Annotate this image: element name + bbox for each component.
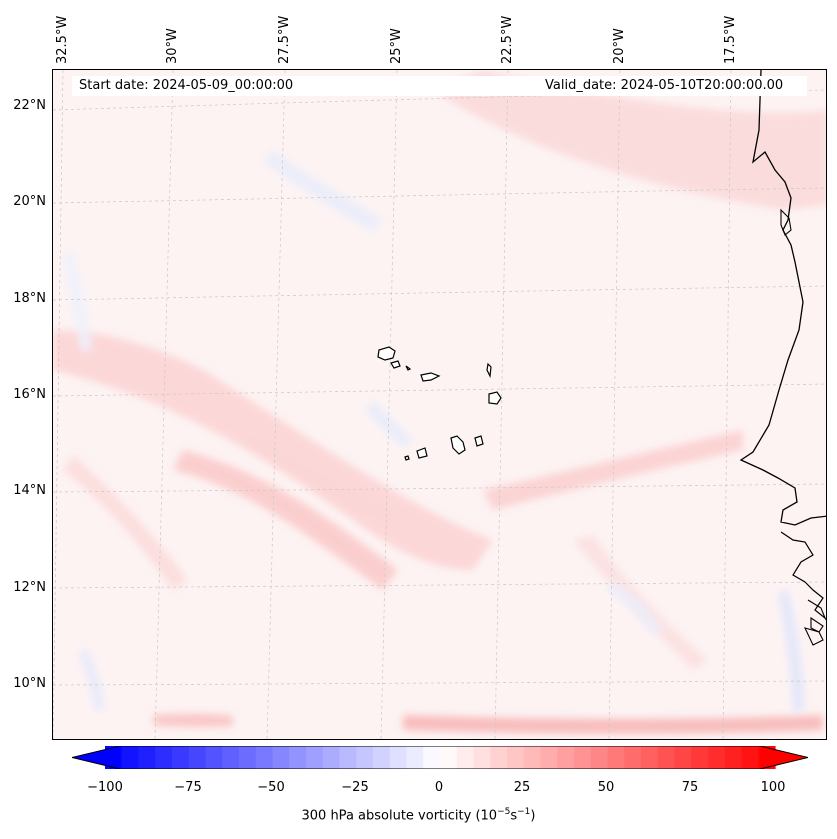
lon-label-17-5w: 17.5°W	[723, 15, 738, 64]
coast-detail-gambia	[780, 531, 826, 621]
colorbar-bin	[255, 746, 274, 769]
colorbar-bin	[574, 746, 592, 769]
lon-label-25w: 25°W	[389, 28, 404, 64]
colorbar-tick-m75: −75	[174, 780, 202, 795]
colorbar-bin	[490, 746, 508, 769]
colorbar-bin	[272, 746, 290, 769]
colorbar-bin	[172, 746, 190, 769]
colorbar-bin	[339, 746, 357, 769]
lon-label-30w: 30°W	[165, 28, 180, 64]
colorbar	[72, 746, 808, 769]
colorbar-bin	[590, 746, 609, 769]
colorbar-bin	[741, 746, 759, 769]
colorbar-bin	[540, 746, 558, 769]
colorbar-bin	[473, 746, 491, 769]
coast-detail-bissau	[803, 599, 826, 646]
colorbar-bin	[674, 746, 692, 769]
start-date-label: Start date: 2024-05-09_00:00:00	[79, 78, 294, 93]
lat-label-14n: 14°N	[13, 483, 46, 498]
lat-label-16n: 16°N	[13, 387, 46, 402]
african-coastline	[739, 70, 826, 526]
colorbar-bin	[641, 746, 659, 769]
colorbar-min-extension	[72, 746, 120, 769]
colorbar-bin	[239, 746, 257, 769]
colorbar-bin	[306, 746, 324, 769]
colorbar-bin	[138, 746, 156, 769]
colorbar-bin	[456, 746, 475, 769]
colorbar-tick-100: 100	[760, 780, 786, 795]
lon-label-27-5w: 27.5°W	[277, 15, 292, 64]
map-panel[interactable]	[52, 69, 827, 740]
colorbar-tick-m25: −25	[341, 780, 369, 795]
colorbar-bin	[657, 746, 676, 769]
colorbar-bin	[389, 746, 408, 769]
colorbar-bin	[724, 746, 743, 769]
lon-label-22-5w: 22.5°W	[500, 15, 515, 64]
colorbar-bin	[188, 746, 207, 769]
lat-label-12n: 12°N	[13, 580, 46, 595]
colorbar-bin	[289, 746, 307, 769]
colorbar-bin	[440, 746, 458, 769]
colorbar-bin	[155, 746, 173, 769]
colorbar-tick-75: 75	[681, 780, 699, 795]
colorbar-bin	[322, 746, 341, 769]
colorbar-bin	[121, 746, 140, 769]
colorbar-tick-25: 25	[513, 780, 531, 795]
colorbar-bin	[624, 746, 642, 769]
colorbar-bin	[356, 746, 374, 769]
coast-detail-north	[780, 208, 792, 236]
colorbar-tick-m100: −100	[87, 780, 123, 795]
lat-label-10n: 10°N	[13, 676, 46, 691]
colorbar-bin	[507, 746, 525, 769]
lat-label-22n: 22°N	[13, 98, 46, 113]
cape-verde-islands	[377, 346, 502, 461]
colorbar-max-extension	[760, 746, 808, 769]
valid-date-label: Valid_date: 2024-05-10T20:00:00.00	[545, 78, 784, 93]
colorbar-bin	[423, 746, 441, 769]
colorbar-tick-m50: −50	[257, 780, 285, 795]
lat-label-20n: 20°N	[13, 194, 46, 209]
date-header-band	[72, 76, 807, 96]
colorbar-bin	[607, 746, 625, 769]
colorbar-bin	[373, 746, 391, 769]
colorbar-title: 300 hPa absolute vorticity (10−5s−1)	[301, 807, 536, 824]
colorbar-bin	[708, 746, 726, 769]
vorticity-field	[53, 70, 826, 739]
lon-label-20w: 20°W	[612, 28, 627, 64]
colorbar-bin	[523, 746, 542, 769]
colorbar-tick-50: 50	[597, 780, 615, 795]
graticule	[53, 70, 826, 739]
colorbar-tick-0: 0	[434, 780, 444, 795]
colorbar-bin	[557, 746, 575, 769]
lon-label-32-5w: 32.5°W	[55, 15, 70, 64]
colorbar-bin	[691, 746, 709, 769]
lat-label-18n: 18°N	[13, 291, 46, 306]
colorbar-bin	[205, 746, 223, 769]
colorbar-bin	[222, 746, 240, 769]
colorbar-bin	[406, 746, 424, 769]
